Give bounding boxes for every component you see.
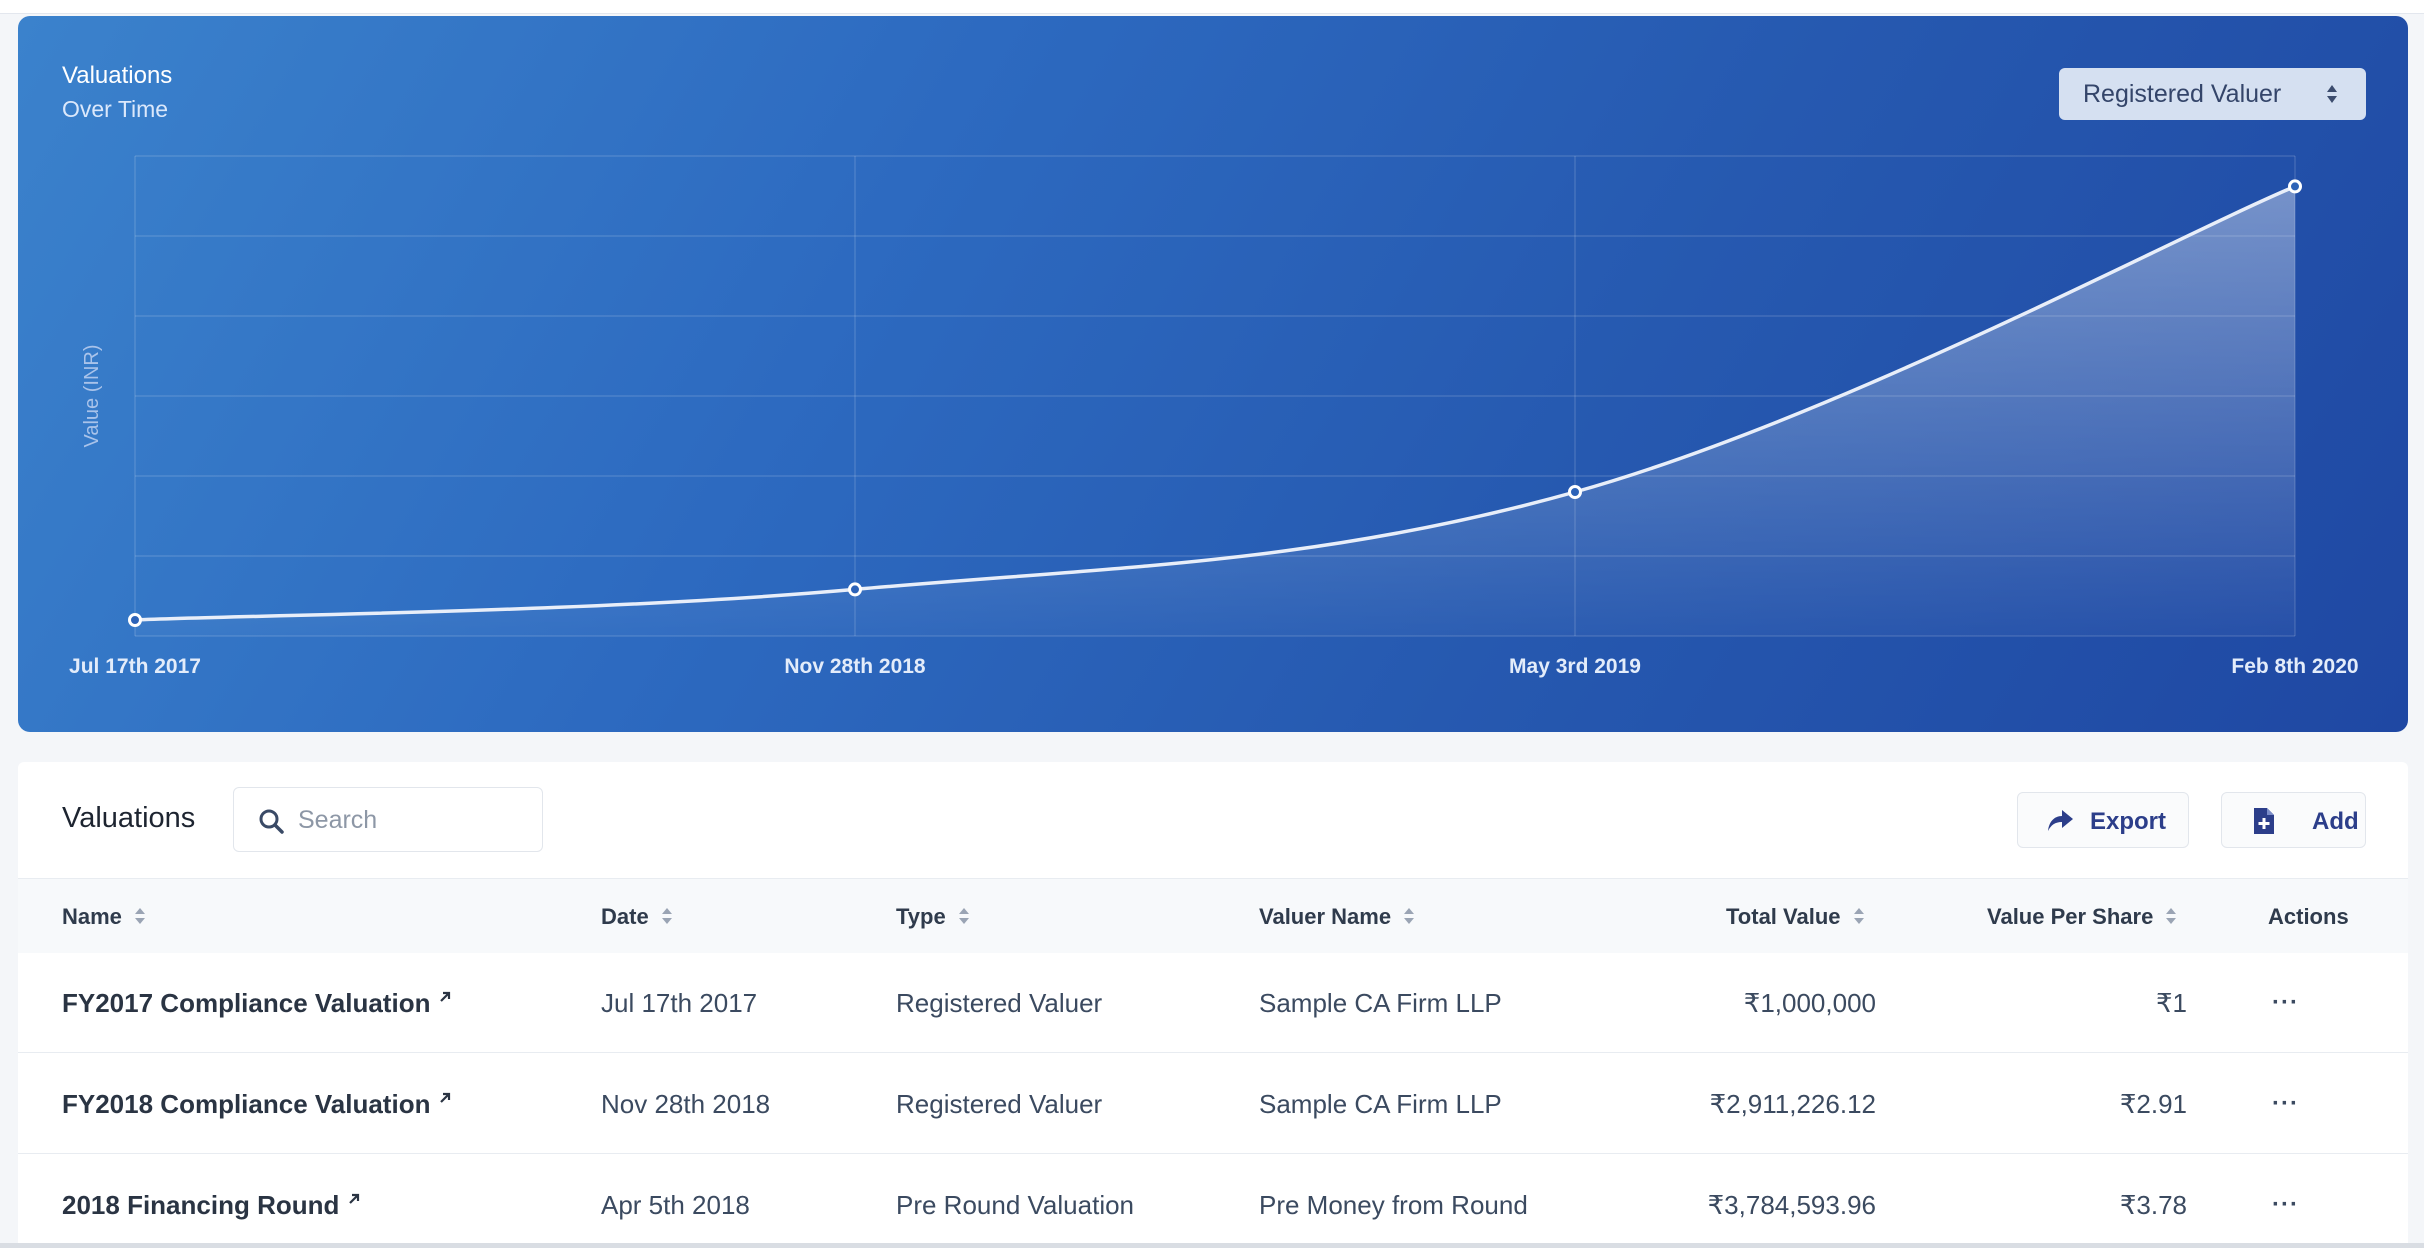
series-area xyxy=(135,186,2295,636)
valuations-table-card: Valuations Export Add Name Date Type Val… xyxy=(18,762,2408,1248)
total-value: ₹2,911,226.12 xyxy=(1709,1089,1876,1119)
external-link-icon xyxy=(440,1092,451,1103)
bottom-border xyxy=(0,1243,2424,1248)
valuer-type-select-value: Registered Valuer xyxy=(2083,79,2282,108)
column-header-actions: Actions xyxy=(2268,904,2349,929)
value-per-share: ₹3.78 xyxy=(2119,1190,2187,1220)
search-input[interactable] xyxy=(298,800,528,840)
search-box[interactable] xyxy=(233,787,543,852)
add-button-label: Add xyxy=(2312,808,2359,835)
chart-title: Valuations xyxy=(62,62,173,89)
sort-caret-icon xyxy=(2327,85,2337,103)
series-line xyxy=(134,184,2296,622)
column-header-valuer-name[interactable]: Valuer Name xyxy=(1259,879,1415,954)
table-header: Name Date Type Valuer Name Total Value V… xyxy=(18,878,2408,953)
valuer-name: Pre Money from Round xyxy=(1259,1190,1528,1220)
total-value: ₹3,784,593.96 xyxy=(1707,1190,1876,1220)
add-button[interactable]: Add xyxy=(2221,792,2366,848)
sort-icon xyxy=(958,908,969,925)
data-point[interactable] xyxy=(2288,179,2302,194)
table-row[interactable]: FY2017 Compliance Valuation Jul 17th 201… xyxy=(18,953,2408,1053)
total-value: ₹1,000,000 xyxy=(1743,988,1876,1018)
external-link-icon xyxy=(349,1193,360,1204)
more-actions-button[interactable]: ··· xyxy=(2272,1191,2299,1218)
more-actions-button[interactable]: ··· xyxy=(2272,1090,2299,1117)
add-file-icon xyxy=(2254,808,2274,834)
sort-icon xyxy=(1853,908,1864,925)
data-point[interactable] xyxy=(1568,485,1582,499)
valuation-date: Nov 28th 2018 xyxy=(601,1089,771,1119)
sort-icon xyxy=(1404,908,1415,925)
search-icon xyxy=(259,809,284,834)
column-header-date[interactable]: Date xyxy=(601,879,673,954)
column-header-value-per-share[interactable]: Value Per Share xyxy=(1987,879,2177,954)
valuation-name-link[interactable]: FY2017 Compliance Valuation xyxy=(62,953,452,1053)
valuation-type: Registered Valuer xyxy=(896,988,1103,1018)
x-tick-label: Nov 28th 2018 xyxy=(784,655,926,678)
valuation-name-link[interactable]: 2018 Financing Round xyxy=(62,1155,361,1248)
column-header-type[interactable]: Type xyxy=(896,879,970,954)
chart-subtitle: Over Time xyxy=(62,96,169,122)
y-axis-label: Value (INR) xyxy=(81,345,103,448)
data-point[interactable] xyxy=(128,613,142,627)
sort-icon xyxy=(661,908,672,925)
valuer-name: Sample CA Firm LLP xyxy=(1259,988,1502,1018)
valuation-date: Jul 17th 2017 xyxy=(601,988,758,1018)
more-actions-button[interactable]: ··· xyxy=(2272,989,2299,1016)
table-row[interactable]: 2018 Financing Round Apr 5th 2018 Pre Ro… xyxy=(18,1155,2408,1248)
valuation-type: Registered Valuer xyxy=(896,1089,1103,1119)
top-border xyxy=(0,0,2424,14)
valuation-name-link[interactable]: FY2018 Compliance Valuation xyxy=(62,1054,452,1154)
value-per-share: ₹1 xyxy=(2155,988,2187,1018)
x-tick-label: Jul 17th 2017 xyxy=(69,655,201,678)
data-point[interactable] xyxy=(848,582,862,597)
valuer-name: Sample CA Firm LLP xyxy=(1259,1089,1502,1119)
external-link-icon xyxy=(440,991,451,1002)
table-row[interactable]: FY2018 Compliance Valuation Nov 28th 201… xyxy=(18,1054,2408,1154)
valuations-chart-card: Jul 17th 2017 Nov 28th 2018 May 3rd 2019 Fe… xyxy=(18,16,2408,732)
sort-icon xyxy=(2166,908,2177,925)
export-button-label: Export xyxy=(2090,808,2167,835)
x-tick-label: Feb 8th 2020 xyxy=(2231,655,2358,678)
valuation-date: Apr 5th 2018 xyxy=(601,1190,750,1220)
value-per-share: ₹2.91 xyxy=(2119,1089,2187,1119)
valuation-type: Pre Round Valuation xyxy=(896,1190,1135,1220)
x-tick-label: May 3rd 2019 xyxy=(1509,655,1641,678)
sort-icon xyxy=(134,908,145,925)
share-arrow-icon xyxy=(2048,810,2073,831)
column-header-total-value[interactable]: Total Value xyxy=(1726,879,1865,954)
valuations-chart: Jul 17th 2017 Nov 28th 2018 May 3rd 2019 Fe… xyxy=(69,155,2359,678)
column-header-name[interactable]: Name xyxy=(62,879,146,954)
valuer-type-select[interactable]: Registered Valuer xyxy=(2059,68,2366,120)
table-heading: Valuations xyxy=(62,802,196,834)
export-button[interactable]: Export xyxy=(2017,792,2189,848)
